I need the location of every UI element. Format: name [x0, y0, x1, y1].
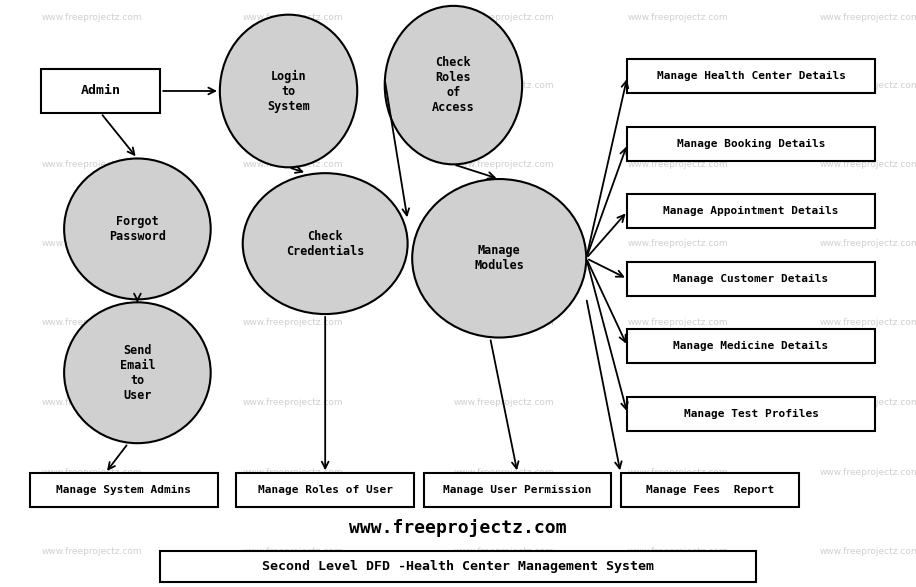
Text: Manage User Permission: Manage User Permission [443, 485, 592, 495]
Text: www.freeprojectz.com: www.freeprojectz.com [453, 160, 554, 169]
Ellipse shape [243, 173, 408, 314]
FancyBboxPatch shape [627, 329, 875, 363]
Ellipse shape [64, 158, 211, 299]
Text: Forgot
Password: Forgot Password [109, 215, 166, 243]
Text: Manage Roles of User: Manage Roles of User [257, 485, 393, 495]
Text: www.freeprojectz.com: www.freeprojectz.com [820, 13, 916, 22]
Text: www.freeprojectz.com: www.freeprojectz.com [820, 468, 916, 477]
Text: www.freeprojectz.com: www.freeprojectz.com [41, 547, 142, 556]
Text: www.freeprojectz.com: www.freeprojectz.com [820, 160, 916, 169]
Text: www.freeprojectz.com: www.freeprojectz.com [453, 13, 554, 22]
Text: www.freeprojectz.com: www.freeprojectz.com [820, 397, 916, 407]
Text: www.freeprojectz.com: www.freeprojectz.com [820, 318, 916, 328]
Text: www.freeprojectz.com: www.freeprojectz.com [627, 318, 728, 328]
Text: Login
to
System: Login to System [267, 69, 310, 113]
Text: www.freeprojectz.com: www.freeprojectz.com [41, 239, 142, 248]
FancyBboxPatch shape [41, 69, 160, 113]
Text: www.freeprojectz.com: www.freeprojectz.com [627, 13, 728, 22]
Text: Manage System Admins: Manage System Admins [56, 485, 191, 495]
Text: www.freeprojectz.com: www.freeprojectz.com [627, 239, 728, 248]
Text: Send
Email
to
User: Send Email to User [120, 344, 155, 402]
FancyBboxPatch shape [423, 473, 611, 507]
Text: www.freeprojectz.com: www.freeprojectz.com [453, 80, 554, 90]
Text: Manage Test Profiles: Manage Test Profiles [683, 409, 819, 419]
Text: www.freeprojectz.com: www.freeprojectz.com [243, 318, 344, 328]
Text: www.freeprojectz.com: www.freeprojectz.com [243, 80, 344, 90]
FancyBboxPatch shape [160, 551, 756, 582]
Ellipse shape [64, 302, 211, 443]
Text: www.freeprojectz.com: www.freeprojectz.com [41, 397, 142, 407]
Text: www.freeprojectz.com: www.freeprojectz.com [243, 239, 344, 248]
Text: www.freeprojectz.com: www.freeprojectz.com [627, 397, 728, 407]
Text: www.freeprojectz.com: www.freeprojectz.com [41, 13, 142, 22]
Text: Manage Fees  Report: Manage Fees Report [646, 485, 774, 495]
Ellipse shape [385, 6, 522, 164]
FancyBboxPatch shape [621, 473, 799, 507]
Text: Check
Roles
of
Access: Check Roles of Access [432, 56, 474, 114]
Text: www.freeprojectz.com: www.freeprojectz.com [453, 468, 554, 477]
Text: www.freeprojectz.com: www.freeprojectz.com [41, 80, 142, 90]
Text: www.freeprojectz.com: www.freeprojectz.com [41, 160, 142, 169]
Text: www.freeprojectz.com: www.freeprojectz.com [453, 547, 554, 556]
Text: Manage Customer Details: Manage Customer Details [673, 274, 829, 284]
FancyBboxPatch shape [627, 397, 875, 431]
Text: www.freeprojectz.com: www.freeprojectz.com [243, 13, 344, 22]
Text: Manage Appointment Details: Manage Appointment Details [663, 206, 839, 217]
FancyBboxPatch shape [235, 473, 414, 507]
Text: www.freeprojectz.com: www.freeprojectz.com [243, 397, 344, 407]
Text: www.freeprojectz.com: www.freeprojectz.com [349, 519, 567, 537]
Text: www.freeprojectz.com: www.freeprojectz.com [41, 318, 142, 328]
Text: www.freeprojectz.com: www.freeprojectz.com [627, 468, 728, 477]
Text: Manage Health Center Details: Manage Health Center Details [657, 71, 845, 82]
Text: www.freeprojectz.com: www.freeprojectz.com [820, 547, 916, 556]
Text: www.freeprojectz.com: www.freeprojectz.com [820, 239, 916, 248]
Text: Check
Credentials: Check Credentials [286, 230, 365, 258]
FancyBboxPatch shape [627, 59, 875, 93]
Text: www.freeprojectz.com: www.freeprojectz.com [41, 468, 142, 477]
Text: www.freeprojectz.com: www.freeprojectz.com [453, 397, 554, 407]
Text: www.freeprojectz.com: www.freeprojectz.com [627, 160, 728, 169]
Text: www.freeprojectz.com: www.freeprojectz.com [627, 80, 728, 90]
Text: www.freeprojectz.com: www.freeprojectz.com [627, 547, 728, 556]
FancyBboxPatch shape [627, 262, 875, 296]
Text: www.freeprojectz.com: www.freeprojectz.com [453, 239, 554, 248]
FancyBboxPatch shape [627, 127, 875, 161]
Text: www.freeprojectz.com: www.freeprojectz.com [243, 160, 344, 169]
Text: Manage
Modules: Manage Modules [474, 244, 524, 272]
Text: www.freeprojectz.com: www.freeprojectz.com [820, 80, 916, 90]
Text: Manage Booking Details: Manage Booking Details [677, 139, 825, 149]
FancyBboxPatch shape [30, 473, 217, 507]
Text: Manage Medicine Details: Manage Medicine Details [673, 341, 829, 352]
Ellipse shape [220, 15, 357, 167]
Text: www.freeprojectz.com: www.freeprojectz.com [243, 547, 344, 556]
Ellipse shape [412, 179, 586, 338]
Text: Admin: Admin [81, 85, 121, 97]
Text: www.freeprojectz.com: www.freeprojectz.com [243, 468, 344, 477]
Text: Second Level DFD -Health Center Management System: Second Level DFD -Health Center Manageme… [262, 560, 654, 573]
FancyBboxPatch shape [627, 194, 875, 228]
Text: www.freeprojectz.com: www.freeprojectz.com [453, 318, 554, 328]
